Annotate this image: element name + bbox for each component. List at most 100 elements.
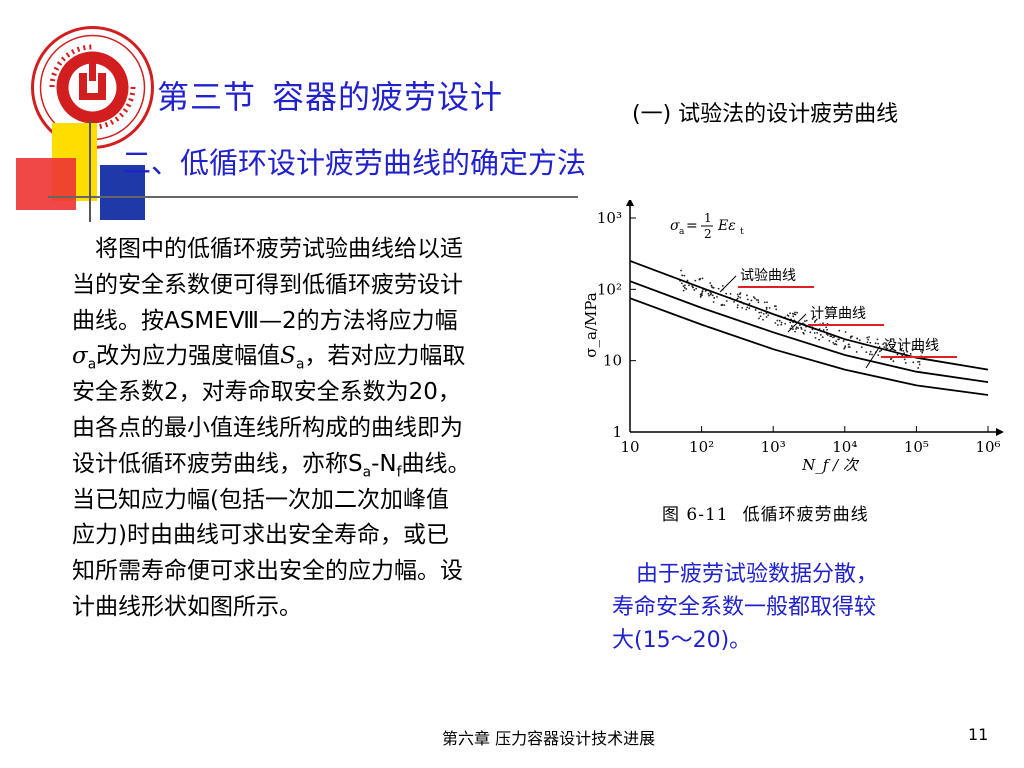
data-point <box>877 342 880 345</box>
y-axis-label: σ_a/MPa <box>582 292 600 358</box>
data-point <box>789 321 792 324</box>
data-point <box>890 340 892 343</box>
decor-divider-line <box>48 196 578 198</box>
body-text-7b: -N <box>371 450 397 477</box>
sub-a: a <box>87 356 97 373</box>
data-point <box>693 289 696 291</box>
data-point <box>909 352 912 355</box>
note-line: 大(15～20)。 <box>612 624 878 657</box>
formula-num: 1 <box>704 211 712 225</box>
formula-sub: a <box>679 227 685 237</box>
university-seal-icon <box>31 26 154 149</box>
data-point <box>821 336 824 339</box>
data-point <box>774 322 777 324</box>
body-line: σa改为应力强度幅值Sa，若对应力幅取 <box>72 339 572 375</box>
data-point <box>921 350 924 352</box>
data-point <box>917 361 919 363</box>
data-point <box>835 340 838 343</box>
data-point <box>763 301 766 304</box>
data-point <box>880 349 883 352</box>
data-point <box>903 358 906 361</box>
body-line: 应力)时由曲线可求出安全寿命，或已 <box>72 518 572 554</box>
formula-den: 2 <box>704 227 712 241</box>
data-point <box>844 331 847 333</box>
data-point <box>818 338 820 341</box>
data-point <box>848 343 850 346</box>
subheading: (一) 试验法的设计疲劳曲线 <box>632 102 899 127</box>
data-point <box>758 317 760 320</box>
x-tick-label: 10² <box>689 438 714 456</box>
data-point <box>822 329 825 331</box>
data-point <box>869 341 872 344</box>
body-text-7a: 设计低循环疲劳曲线，亦称S <box>72 450 363 477</box>
data-point <box>848 346 851 348</box>
body-text-9: 应力)时由曲线可求出安全寿命，或已 <box>72 522 449 549</box>
data-point <box>725 292 728 295</box>
data-point <box>825 326 828 329</box>
data-point <box>737 295 740 298</box>
formula-rhs: Eε <box>717 218 736 234</box>
data-point <box>698 278 701 281</box>
data-point <box>878 350 881 353</box>
body-line: 设计低循环疲劳曲线，亦称Sa-Nf曲线。 <box>72 447 572 483</box>
data-point <box>892 360 895 363</box>
data-point <box>776 319 779 322</box>
body-line: 当的安全系数便可得到低循环疲劳设计 <box>72 268 572 304</box>
data-point <box>802 331 805 334</box>
data-point <box>748 307 751 310</box>
data-point <box>891 345 894 348</box>
series-line-3 <box>629 297 989 396</box>
data-point <box>889 358 892 361</box>
data-point <box>750 299 753 302</box>
x-tick-label: 10⁴ <box>832 438 857 456</box>
data-point <box>803 320 806 323</box>
sub-a: a <box>362 464 372 481</box>
data-point <box>921 351 924 354</box>
figure-caption-text: 低循环疲劳曲线 <box>742 505 869 525</box>
data-point <box>683 286 686 289</box>
decor-red-square <box>16 158 76 210</box>
data-point <box>792 328 794 331</box>
title-part1: 第三节 <box>157 78 257 116</box>
data-point <box>917 367 920 369</box>
data-point <box>816 332 819 334</box>
data-point <box>701 294 703 297</box>
body-text-7c: 曲线。 <box>401 450 471 477</box>
data-point <box>767 314 770 317</box>
data-point <box>918 363 921 366</box>
data-point <box>716 295 718 298</box>
data-point <box>804 329 806 332</box>
data-point <box>868 353 871 356</box>
decor-vertical-line <box>89 120 91 222</box>
data-point <box>758 311 761 314</box>
data-point <box>786 314 789 317</box>
sub-f: f <box>396 464 402 481</box>
data-point <box>797 327 799 329</box>
data-point <box>762 318 764 321</box>
s-symbol: S <box>280 343 296 370</box>
data-point <box>784 322 787 325</box>
data-point <box>844 345 847 348</box>
data-point <box>753 296 755 298</box>
data-point <box>760 311 763 314</box>
data-point <box>682 285 685 288</box>
data-point <box>683 274 686 277</box>
data-point <box>717 287 720 290</box>
data-point <box>901 344 904 347</box>
data-point <box>795 326 798 329</box>
side-note: 由于疲劳试验数据分散， 寿命安全系数一般都取得较 大(15～20)。 <box>612 558 878 657</box>
data-point <box>695 287 698 290</box>
data-point <box>682 289 685 292</box>
data-point <box>869 350 872 353</box>
data-point <box>778 319 781 322</box>
data-point <box>866 336 869 339</box>
data-point <box>819 333 822 336</box>
data-point <box>757 301 760 304</box>
x-axis-label: N_f / 次 <box>801 456 860 474</box>
data-point <box>741 306 744 309</box>
figure-caption: 图 6-11 低循环疲劳曲线 <box>662 500 869 525</box>
y-tick-label: 10³ <box>597 209 622 227</box>
section-title: 二、低循环设计疲劳曲线的确定方法 <box>122 146 587 180</box>
data-point <box>681 274 684 277</box>
title-part2: 容器的疲劳设计 <box>272 78 504 116</box>
